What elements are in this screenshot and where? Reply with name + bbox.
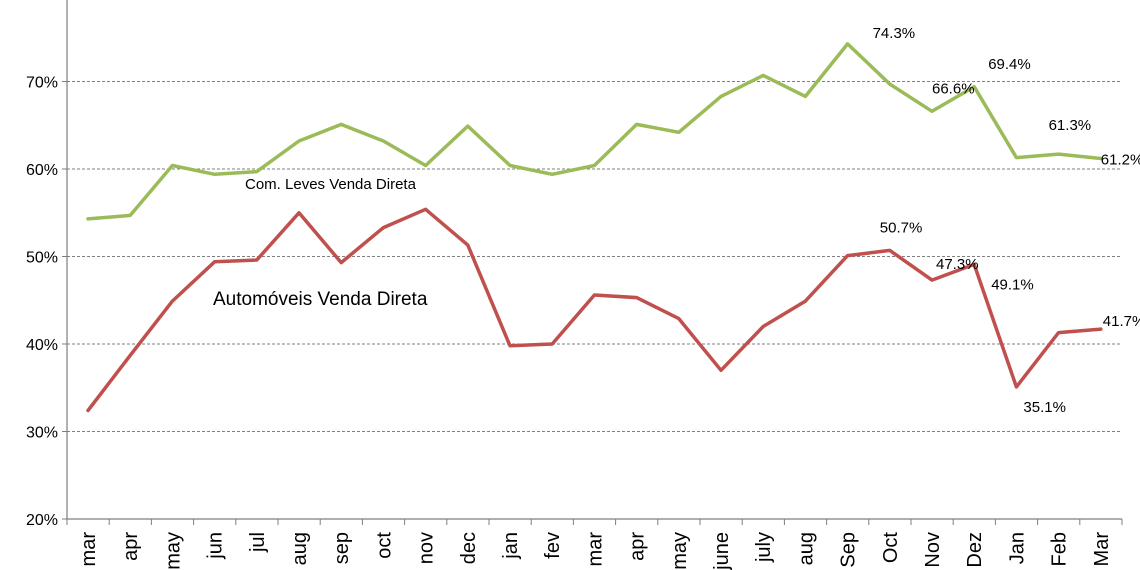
y-axis-tick-labels: 20% 30% 40% 50% 60% 70% — [26, 75, 58, 530]
x-tick-label: oct — [373, 532, 395, 559]
x-tick-label: apr — [627, 532, 649, 561]
y-tick-label: 70% — [26, 75, 58, 92]
x-tick-label: mar — [584, 532, 606, 567]
data-label: 69.4% — [988, 56, 1031, 73]
x-tick-label: sep — [331, 532, 353, 564]
y-tick-label: 50% — [26, 250, 58, 267]
x-tick-label: may — [162, 532, 184, 570]
x-tick-label: Mar — [1091, 532, 1113, 567]
data-labels: 74.3% 66.6% 69.4% 61.3% 61.2% 50.7% 47.3% 49.1%… — [873, 25, 1140, 416]
gridlines — [67, 81, 1122, 432]
data-label: 35.1% — [1023, 399, 1066, 416]
axes — [62, 0, 1123, 525]
x-tick-label: may — [669, 532, 691, 570]
x-tick-label: july — [753, 532, 775, 563]
data-label: 74.3% — [873, 25, 916, 42]
series-name-com-leves: Com. Leves Venda Direta — [245, 176, 417, 193]
x-tick-label: jan — [500, 532, 522, 560]
x-tick-label: mar — [78, 532, 100, 567]
x-tick-label: Dez — [964, 532, 986, 568]
x-tick-label: aug — [289, 532, 311, 565]
x-tick-label: Sep — [838, 532, 860, 568]
x-tick-label: Nov — [922, 532, 944, 568]
x-tick-label: dec — [458, 532, 480, 564]
x-tick-label: june — [711, 532, 733, 570]
x-tick-label: Oct — [880, 532, 902, 564]
y-tick-label: 60% — [26, 162, 58, 179]
data-label: 41.7% — [1103, 313, 1140, 330]
data-label: 61.2% — [1101, 152, 1140, 169]
x-tick-label: Jan — [1006, 532, 1028, 564]
data-label: 66.6% — [932, 80, 975, 97]
x-axis-tick-labels: mar apr may jun jul aug sep oct nov dec jan fev mar a… — [78, 532, 1113, 570]
x-tick-label: fev — [542, 532, 564, 559]
x-tick-label: apr — [120, 532, 142, 561]
x-tick-label: jul — [247, 532, 269, 553]
series-line-automoveis — [86, 207, 1103, 413]
data-label: 50.7% — [880, 219, 923, 236]
x-tick-label: aug — [795, 532, 817, 565]
series-name-automoveis: Automóveis Venda Direta — [213, 289, 428, 310]
series-line-com-leves — [86, 42, 1103, 221]
data-label: 49.1% — [991, 276, 1034, 293]
x-tick-label: jun — [205, 532, 227, 560]
data-label: 61.3% — [1049, 117, 1092, 134]
y-tick-label: 20% — [26, 512, 58, 529]
y-tick-label: 40% — [26, 337, 58, 354]
y-tick-label: 30% — [26, 425, 58, 442]
x-tick-label: nov — [416, 532, 438, 564]
data-label: 47.3% — [936, 256, 979, 273]
x-tick-label: Feb — [1049, 532, 1071, 566]
series-lines — [86, 42, 1103, 413]
